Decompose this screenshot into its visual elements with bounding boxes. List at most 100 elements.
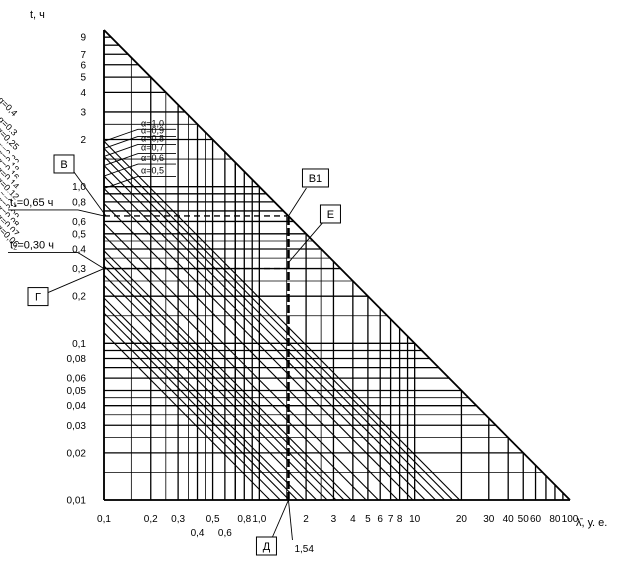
box-e: Е: [327, 209, 334, 221]
alpha-label: α=0,9: [141, 125, 164, 135]
alpha-label-bg: [0, 150, 27, 188]
x-tick-label: 30: [483, 514, 495, 525]
alpha-label-bg: [0, 197, 27, 235]
x-tick-label: 60: [530, 514, 542, 525]
alpha-label-leader: [103, 136, 139, 149]
alpha-label: α=0,5: [141, 165, 164, 175]
box-d-frame: [255, 536, 277, 556]
x-tick-label: 1,0: [252, 514, 266, 525]
y-tick-label: 0,6: [72, 217, 86, 228]
t1-leader: [77, 209, 105, 217]
x-tick-label: 2: [303, 514, 309, 525]
alpha-line: [103, 257, 345, 501]
box-d: Д: [263, 541, 271, 553]
y-axis-label: t, ч: [30, 9, 45, 21]
box-b1: В1: [309, 173, 322, 185]
x-tick-label: 0,2: [144, 514, 158, 525]
alpha-line: [103, 312, 290, 501]
y-tick-label: 5: [80, 73, 86, 84]
y-tick-label: 7: [80, 50, 86, 61]
alpha-label-bg: [0, 107, 27, 145]
alpha-label-bg: [0, 169, 27, 207]
y-tick-label: 0,03: [67, 421, 87, 432]
y-tick-label: 0,3: [72, 264, 86, 275]
alpha-line: [103, 297, 305, 501]
y-tick-label: 0,1: [72, 339, 86, 350]
alpha-line: [103, 285, 318, 501]
alpha-line: [103, 175, 426, 501]
x-tick-label: 50: [518, 514, 530, 525]
x-tick-label: 0,3: [171, 514, 185, 525]
grid-layer: [103, 30, 570, 501]
y-tick-label: 0,4: [72, 245, 86, 256]
alpha-label-leader: [103, 128, 139, 142]
x-tick-label: 100: [562, 514, 579, 525]
alpha-line: [103, 332, 271, 501]
alpha-line: [103, 188, 414, 501]
y-tick-label: 0,8: [72, 197, 86, 208]
alpha-line: [103, 235, 367, 501]
box-g-frame: [27, 287, 49, 307]
alpha-label: α=0,8: [141, 133, 164, 143]
y-tick-label: 2: [80, 135, 86, 146]
x-tick-label: 5: [365, 514, 371, 525]
tick-labels-layer: 97654321,00,80,60,50,40,30,20,10,080,060…: [67, 33, 579, 539]
t1-label: t₁=0,65 ч: [10, 197, 53, 209]
alpha-label-leader: [103, 153, 139, 166]
lambda-value-leader: [288, 499, 293, 541]
alpha-label-leader: [103, 144, 139, 157]
alpha-line: [103, 265, 337, 501]
alpha-lines-layer: [103, 140, 461, 501]
alpha-line: [103, 274, 328, 501]
alpha-line: [103, 165, 436, 501]
alpha-label: α=0,7: [141, 143, 164, 153]
box-b-leader: [73, 171, 107, 217]
alpha-label-bg: [0, 88, 27, 125]
alpha-line: [103, 304, 298, 501]
alpha-line: [103, 321, 281, 501]
x-axis-label: λ̄, у. е.: [576, 517, 607, 529]
boundary-layer: [103, 29, 571, 501]
box-e-leader: [288, 222, 323, 263]
box-e-frame: [319, 204, 341, 224]
y-tick-label: 0,08: [67, 354, 87, 365]
alpha-label-bg: [0, 120, 27, 157]
alpha-label-bg: [0, 159, 27, 197]
x-tick-label: 4: [350, 514, 356, 525]
x-tick-label: 0,8: [237, 514, 251, 525]
box-d-leader: [272, 499, 289, 538]
y-tick-label: 0,01: [67, 496, 87, 507]
box-b1-frame: [301, 168, 329, 188]
x-tick-label: 6: [377, 514, 383, 525]
alpha-line: [103, 140, 461, 501]
diagonal-boundary: [103, 29, 571, 501]
alpha-line: [103, 203, 399, 501]
x-tick-label: 0,6: [218, 528, 232, 539]
alpha-line: [103, 222, 379, 501]
x-tick-label: 80: [549, 514, 561, 525]
x-tick-label: 0,1: [97, 514, 111, 525]
x-tick-label: 7: [388, 514, 394, 525]
x-tick-label: 3: [331, 514, 337, 525]
box-b: В: [60, 159, 67, 171]
x-tick-label: 40: [503, 514, 515, 525]
t2-label: t₂=0,30 ч: [10, 240, 54, 252]
y-tick-label: 9: [80, 33, 86, 44]
y-tick-label: 4: [80, 88, 86, 99]
y-tick-label: 0,2: [72, 292, 86, 303]
box-g: Г: [35, 292, 41, 304]
t2-leader: [77, 252, 105, 269]
alpha-line: [103, 250, 352, 501]
y-tick-label: 0,5: [72, 229, 86, 240]
annotation-layer: α=1,0α=0,9α=0,8α=0,7α=0,6α=0,5α=0,4α=0,3…: [0, 88, 341, 556]
alpha-label-bg: [0, 206, 27, 244]
x-tick-label: 0,4: [191, 528, 205, 539]
box-b-frame: [53, 154, 75, 174]
y-tick-label: 0,04: [67, 401, 87, 412]
alpha-line: [103, 156, 445, 501]
x-tick-label: 10: [409, 514, 421, 525]
alpha-label-leader: [103, 163, 139, 177]
box-g-leader: [47, 268, 105, 293]
alpha-label: α=1,0: [141, 118, 164, 128]
